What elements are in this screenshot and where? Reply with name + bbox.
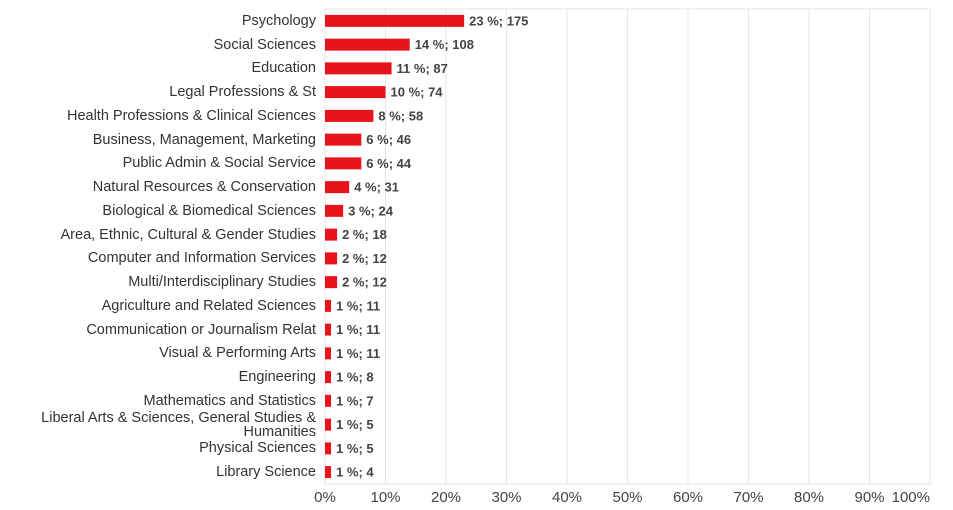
data-label: 1 %; 5 (336, 417, 374, 432)
bar (325, 299, 332, 312)
data-label: 1 %; 11 (336, 322, 380, 337)
data-label: 1 %; 8 (336, 370, 374, 385)
bar (325, 14, 465, 27)
data-label: 3 %; 24 (348, 203, 394, 218)
data-label: 2 %; 18 (342, 227, 387, 242)
bar (325, 276, 338, 289)
x-tick-label: 70% (733, 489, 763, 506)
bar (325, 228, 338, 241)
data-label: 8 %; 58 (378, 108, 423, 123)
category-label: Natural Resources & Conservation (92, 179, 316, 196)
category-label: Business, Management, Marketing (92, 131, 316, 148)
category-label: Physical Sciences (199, 440, 316, 457)
category-label: Computer and Information Services (87, 250, 316, 267)
x-tick-label: 60% (673, 489, 703, 506)
bar (325, 347, 332, 360)
bar (325, 466, 332, 479)
category-label: Biological & Biomedical Sciences (102, 202, 316, 219)
data-label: 6 %; 46 (366, 132, 411, 147)
bar (325, 442, 332, 455)
data-label: 1 %; 7 (336, 393, 374, 408)
x-tick-label: 50% (612, 489, 642, 506)
data-label: 6 %; 44 (366, 156, 412, 171)
x-tick-label: 20% (431, 489, 461, 506)
category-label: Mathematics and Statistics (143, 392, 316, 409)
category-label: Health Professions & Clinical Sciences (66, 107, 316, 124)
data-label: 14 %; 108 (415, 37, 474, 52)
category-label: Multi/Interdisciplinary Studies (128, 274, 316, 291)
data-label: 1 %; 5 (336, 441, 374, 456)
bar (325, 181, 350, 194)
category-label: Liberal Arts & Sciences, General Studies… (41, 409, 316, 440)
category-label: Library Science (216, 464, 316, 481)
category-label: Psychology (241, 12, 316, 29)
bar (325, 204, 344, 217)
data-label: 11 %; 87 (397, 61, 448, 76)
category-label: Legal Professions & St (169, 84, 316, 101)
bar (325, 371, 332, 384)
bar (325, 38, 410, 51)
x-tick-label: 40% (552, 489, 582, 506)
category-label: Engineering (238, 369, 316, 386)
x-tick-label: 0% (314, 489, 336, 506)
bar (325, 109, 374, 122)
category-label: Education (251, 60, 317, 77)
bar (325, 157, 362, 170)
data-label: 4 %; 31 (354, 180, 399, 195)
category-label: Visual & Performing Arts (159, 345, 316, 362)
bar (325, 323, 332, 336)
x-tick-label: 10% (370, 489, 400, 506)
bar (325, 418, 332, 431)
data-label: 1 %; 4 (336, 465, 374, 480)
x-tick-label: 80% (794, 489, 824, 506)
category-label: Agriculture and Related Sciences (101, 297, 316, 314)
bar (325, 133, 362, 146)
data-label: 2 %; 12 (342, 251, 387, 266)
data-label: 1 %; 11 (336, 298, 380, 313)
category-label: Social Sciences (213, 36, 316, 53)
data-label: 23 %; 175 (469, 13, 528, 28)
category-label: Area, Ethnic, Cultural & Gender Studies (60, 226, 317, 243)
bar (325, 394, 332, 407)
x-tick-label: 30% (491, 489, 521, 506)
data-label: 10 %; 74 (391, 85, 444, 100)
bar (325, 62, 392, 75)
bar (325, 86, 386, 99)
category-label: Communication or Journalism Relat (86, 321, 316, 338)
x-tick-label: 90% (854, 489, 884, 506)
data-label: 1 %; 11 (336, 346, 380, 361)
category-label: Public Admin & Social Service (122, 155, 316, 172)
data-label: 2 %; 12 (342, 275, 387, 290)
bar (325, 252, 338, 265)
x-tick-label: 100% (892, 489, 930, 506)
